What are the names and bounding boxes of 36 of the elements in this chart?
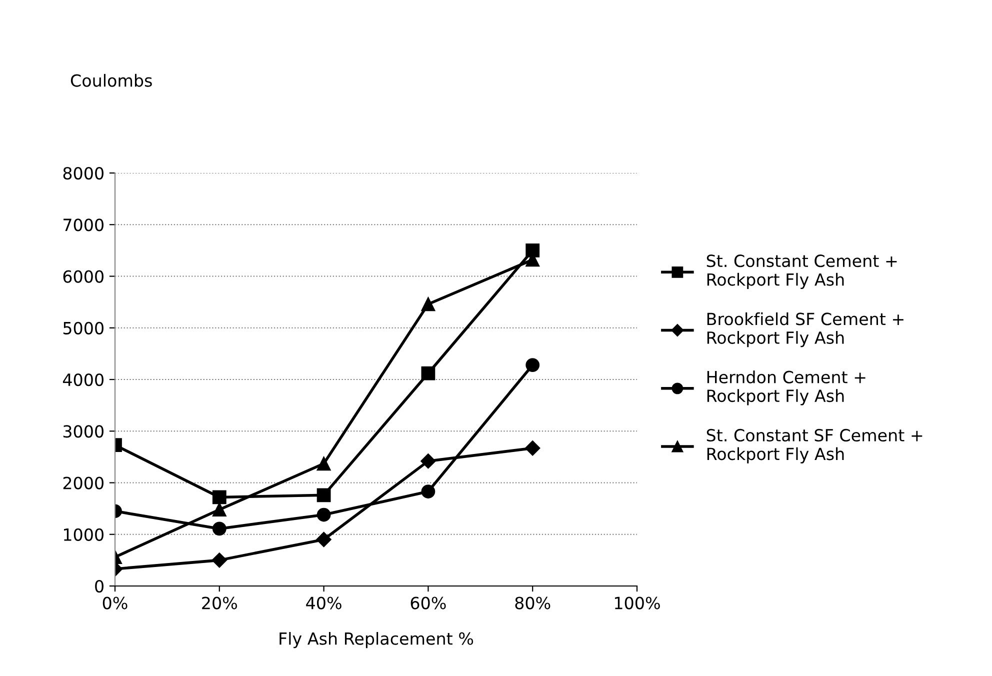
x-tick-label: 40%: [306, 596, 342, 610]
y-tick-label: 5000: [63, 322, 104, 334]
legend-label: St. Constant Cement + Rockport Fly Ash: [706, 254, 897, 290]
point: [212, 552, 227, 568]
point: [421, 297, 436, 312]
x-tick-label: 20%: [202, 596, 237, 610]
x-tick-label: 60%: [410, 596, 446, 610]
y-tick-label: 3000: [63, 425, 104, 438]
point: [420, 454, 436, 469]
point: [526, 243, 540, 258]
point: [526, 358, 540, 372]
y-tick-label: 7000: [64, 218, 104, 232]
point: [316, 532, 332, 548]
y-tick-label: 6000: [63, 270, 104, 283]
y-tick-label: 1000: [64, 528, 104, 541]
x-tick-label: 0%: [102, 596, 128, 610]
point: [316, 456, 331, 471]
point: [525, 440, 540, 456]
point: [212, 490, 226, 504]
point: [316, 508, 331, 522]
x-tick-label: 80%: [515, 596, 550, 610]
y-tick-label: 8000: [63, 166, 104, 180]
point: [212, 522, 226, 536]
point: [421, 484, 436, 498]
y-tick-label: 0: [95, 580, 104, 593]
legend-label: St. Constant SF Cement + Rockport Fly Ash: [706, 428, 922, 464]
legend-label: Brookfield SF Cement + Rockport Fly Ash: [707, 312, 904, 348]
point: [212, 502, 226, 517]
point: [421, 366, 436, 380]
x-tick-label: 100%: [615, 596, 660, 610]
y-axis-title: Coulombs: [70, 74, 152, 87]
y-tick-label: 2000: [63, 476, 104, 490]
y-tick-label: 4000: [62, 373, 104, 386]
point: [316, 488, 331, 502]
legend-label: Herndon Cement + Rockport Fly Ash: [707, 370, 866, 406]
x-axis-title: Fly Ash Replacement %: [280, 632, 474, 648]
